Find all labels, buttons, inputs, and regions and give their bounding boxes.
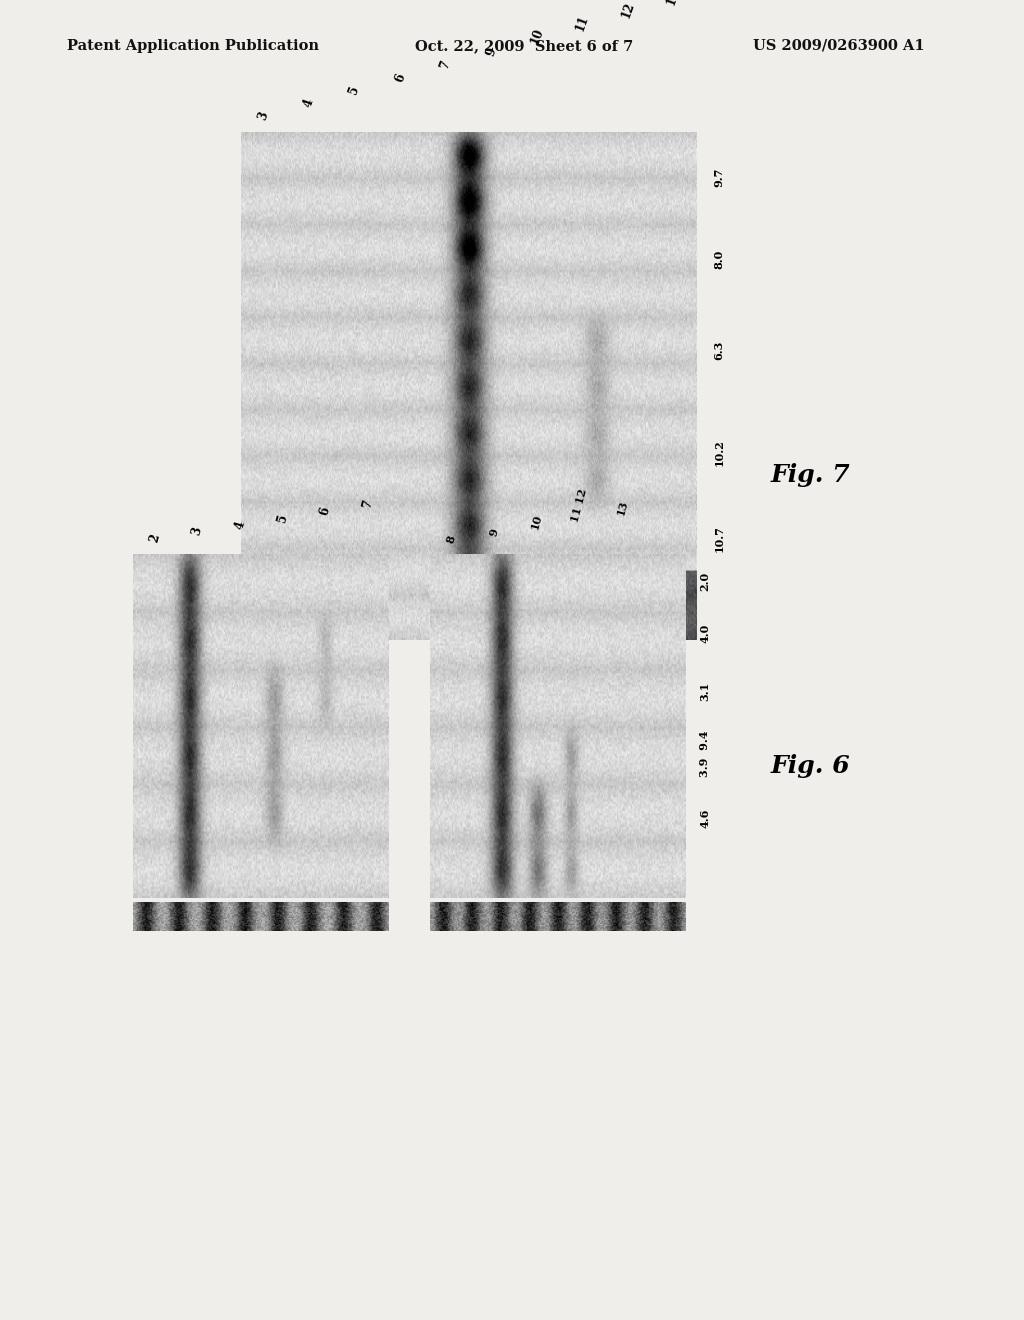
Text: 4.6: 4.6 (699, 809, 711, 829)
Text: 8: 8 (445, 533, 458, 544)
Text: US 2009/0263900 A1: US 2009/0263900 A1 (753, 38, 925, 53)
Text: 9: 9 (483, 46, 499, 58)
Text: 5: 5 (347, 84, 362, 96)
Text: 13: 13 (614, 499, 630, 516)
Text: 11: 11 (573, 13, 591, 33)
Text: 10: 10 (529, 512, 544, 531)
Text: 4.0: 4.0 (699, 624, 711, 643)
Text: 5: 5 (275, 512, 290, 524)
Text: 7: 7 (438, 59, 454, 71)
Text: 2: 2 (147, 533, 162, 544)
Text: 10.7: 10.7 (714, 525, 725, 552)
Text: 3.9  9.4: 3.9 9.4 (699, 730, 711, 776)
Text: 12: 12 (620, 0, 637, 20)
Text: 3: 3 (189, 525, 205, 537)
Text: 9: 9 (487, 527, 501, 537)
Text: 7: 7 (360, 499, 375, 510)
Text: 11 12: 11 12 (569, 487, 589, 524)
Text: 13: 13 (665, 0, 682, 8)
Text: 3.1: 3.1 (699, 682, 711, 701)
Text: 3: 3 (256, 110, 271, 121)
Text: 6.3: 6.3 (714, 341, 725, 360)
Text: 2.0: 2.0 (699, 573, 711, 591)
Text: 6: 6 (392, 71, 408, 83)
Text: Fig. 6: Fig. 6 (771, 754, 851, 777)
Text: 8.0: 8.0 (714, 249, 725, 269)
Text: Patent Application Publication: Patent Application Publication (67, 38, 318, 53)
Text: 9.7: 9.7 (714, 168, 725, 187)
Text: 6: 6 (317, 506, 333, 516)
Text: 10: 10 (528, 26, 546, 46)
Text: 4: 4 (301, 98, 316, 110)
Text: 10.2: 10.2 (714, 438, 725, 466)
Text: Fig. 7: Fig. 7 (771, 463, 851, 487)
Text: 4: 4 (232, 519, 247, 531)
Text: Oct. 22, 2009  Sheet 6 of 7: Oct. 22, 2009 Sheet 6 of 7 (415, 38, 633, 53)
